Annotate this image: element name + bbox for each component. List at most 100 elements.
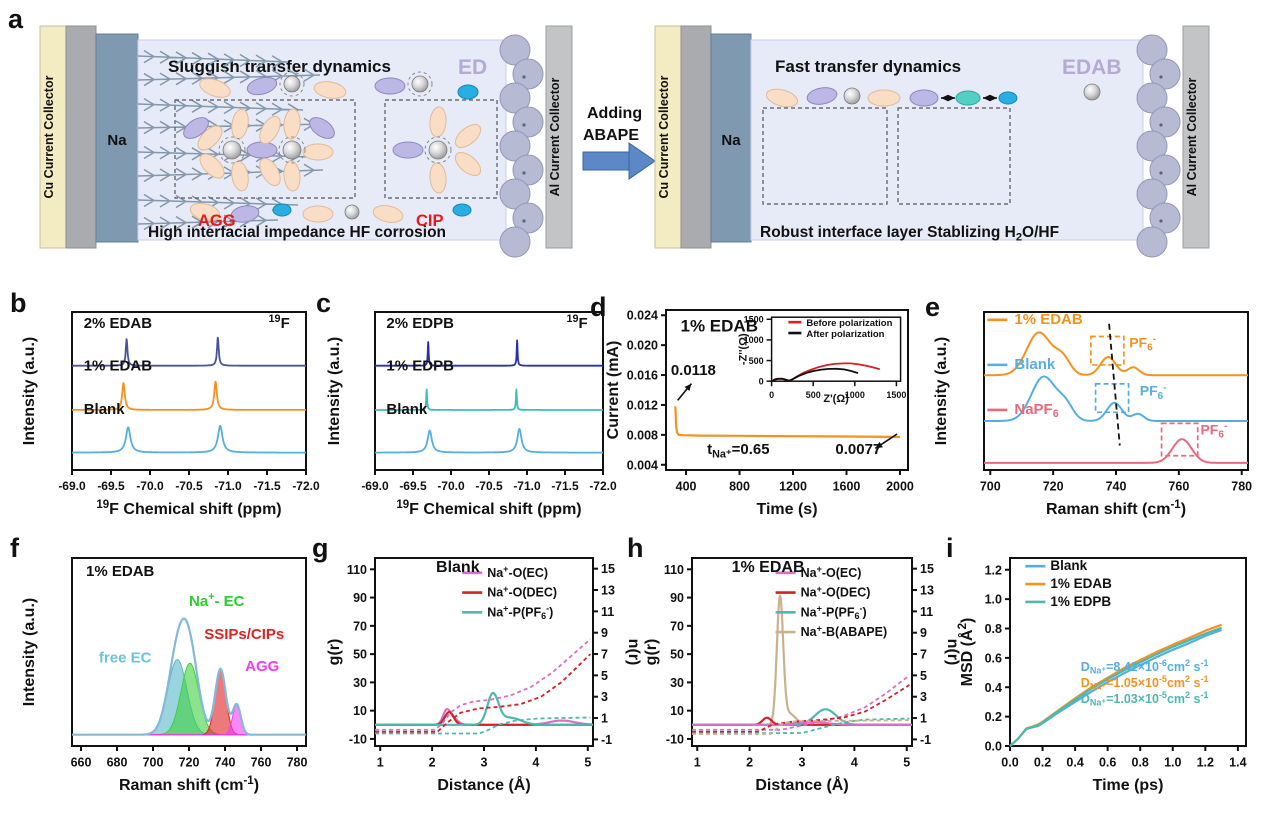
y-tick-label: 0.024 — [627, 309, 658, 323]
trace-Blank — [374, 428, 604, 454]
x-tick-label: 0.4 — [1066, 756, 1083, 770]
y-tick-label: 0.8 — [985, 622, 1002, 636]
plot-frame — [71, 311, 307, 471]
x-tick-label: 0.6 — [1099, 756, 1116, 770]
anion-molecule — [246, 76, 278, 96]
y-axis-label: g(r) — [326, 639, 343, 666]
x-tick-label: 780 — [287, 756, 308, 770]
right-y-tick-label: 9 — [601, 626, 608, 640]
panel-d-chart: 400 800 1200 1600 2000 0.004 0.008 0.012 0.016 0.… — [605, 309, 914, 518]
annotation-text: PF6- — [1140, 382, 1167, 401]
al-current-collector — [545, 25, 573, 249]
annotation-text: 1% EDPB — [386, 357, 454, 374]
trace-Na+-O(EC) g(r) — [691, 721, 913, 726]
x-tick-label: 5 — [584, 756, 591, 770]
solvent-molecule — [231, 160, 249, 192]
x-tick-label: 680 — [107, 756, 128, 770]
annotation-text: Na+- EC — [189, 591, 245, 610]
right-y-tick-label: 5 — [601, 669, 608, 683]
y-tick-label: 0.020 — [627, 339, 658, 353]
right-y-tick-label: -1 — [601, 733, 612, 747]
cathode-dot — [522, 171, 526, 175]
x-tick-label: -72.0 — [292, 479, 320, 493]
panel-label-h: h — [627, 533, 644, 563]
na-anode — [95, 33, 139, 243]
cathode-particle — [1136, 178, 1168, 210]
na-ion — [1083, 83, 1101, 101]
solvent-molecule — [454, 124, 482, 148]
cathode-particle — [499, 178, 531, 210]
y-tick-label: 0.6 — [985, 651, 1002, 665]
y-tick-label: 0.016 — [627, 369, 658, 383]
anion-molecule — [183, 117, 209, 139]
cu-collector-label: Cu Current Collector — [42, 75, 56, 198]
x-tick-label: -70.5 — [475, 479, 503, 493]
y-tick-label: 0.008 — [627, 428, 658, 442]
right-y-tick-label: 7 — [601, 648, 608, 662]
right-y-tick-label: 3 — [601, 690, 608, 704]
annotation-text: DNa⁺=1.05×10-5cm2 s-1 — [1081, 674, 1209, 692]
al-collector-label: Al Current Collector — [548, 77, 562, 196]
solvation-shell — [424, 136, 452, 164]
y-axis-label: Intensity (a.u.) — [21, 337, 38, 445]
y-tick-label: 1000 — [744, 335, 764, 345]
legend-label: Before polarization — [806, 318, 892, 329]
cathode-particle — [1136, 130, 1168, 162]
arrow-head — [983, 94, 990, 102]
trace-Blank — [983, 375, 1249, 422]
y-tick-label: 50 — [353, 648, 367, 662]
y-axis-label: -Z''(Ω) — [738, 333, 750, 365]
y-tick-label: 1.0 — [985, 593, 1002, 607]
x-tick-label: 1 — [694, 756, 701, 770]
x-axis-label: 19F Chemical shift (ppm) — [396, 499, 581, 518]
annotation-text: Blank — [436, 559, 480, 576]
cathode-particle — [1136, 34, 1168, 66]
cip-label: CIP — [416, 212, 444, 230]
cathode-particle — [512, 58, 544, 90]
plot-frame — [1009, 557, 1247, 747]
x-tick-label: 700 — [980, 480, 1001, 494]
trace-Na+-O(DEC) n(r) — [375, 653, 592, 733]
annotation-text: 1% EDAB — [681, 317, 758, 336]
na-ion — [428, 140, 448, 160]
solvent-molecule — [231, 108, 249, 140]
schematic-title: Fast transfer dynamics — [775, 57, 961, 76]
legend-label: Na+-P(PF6-) — [801, 604, 867, 622]
x-tick-label: -71.0 — [214, 479, 242, 493]
x-tick-label: 1.0 — [1164, 756, 1181, 770]
schematic-title: Sluggish transfer dynamics — [168, 57, 391, 76]
cip-box-right — [897, 107, 1011, 205]
y-tick-label: 0.0 — [985, 740, 1002, 754]
solvation-shell — [218, 136, 246, 164]
solvent-molecule — [454, 152, 482, 176]
arrow-head — [684, 383, 692, 392]
legend-label: 1% EDPB — [1050, 594, 1111, 609]
solvent-molecule — [189, 202, 221, 222]
cathode-particle — [512, 202, 544, 234]
envelope-trace — [72, 617, 306, 736]
agg-label: AGG — [198, 212, 236, 230]
y-tick-label: 0.4 — [985, 681, 1002, 695]
panel-f-chart: 660 680 700 720 740 760 780 Raman shift (cm-1) I… — [21, 557, 308, 794]
schematic-bottom-text: Robust interface layer Stablizing H2O/HF — [760, 224, 1059, 243]
x-tick-label: 0.2 — [1034, 756, 1051, 770]
annotation-text: NaPF6 — [1014, 401, 1058, 420]
trace-Na+-P(PF6) n(r) — [691, 717, 910, 735]
inset-chart: 0 500 1000 1500 0 500 1000 1500 Z'(Ω) -Z''(Ω) Befo… — [738, 315, 907, 406]
panel-label-b: b — [10, 288, 27, 318]
right-y-tick-label: 13 — [601, 584, 615, 598]
cathode-particle — [512, 106, 544, 138]
panel-g-chart: 1 2 3 4 5-101030507090110-113579111315Distan… — [326, 557, 642, 794]
right-y-tick-label: -1 — [920, 733, 931, 747]
x-tick-label: -69.5 — [399, 479, 427, 493]
plot-frame — [770, 316, 902, 382]
electrolyte-tag: EDAB — [1062, 56, 1122, 79]
y-tick-label: 0.012 — [627, 398, 658, 412]
x-tick-label: -69.0 — [58, 479, 86, 493]
legend-label: Na+-P(PF6-) — [487, 604, 553, 622]
ssip-box — [762, 107, 888, 205]
annotation-text: 1% EDAB — [1014, 311, 1083, 328]
na-ion — [282, 140, 302, 160]
right-y-tick-label: 11 — [920, 605, 933, 619]
